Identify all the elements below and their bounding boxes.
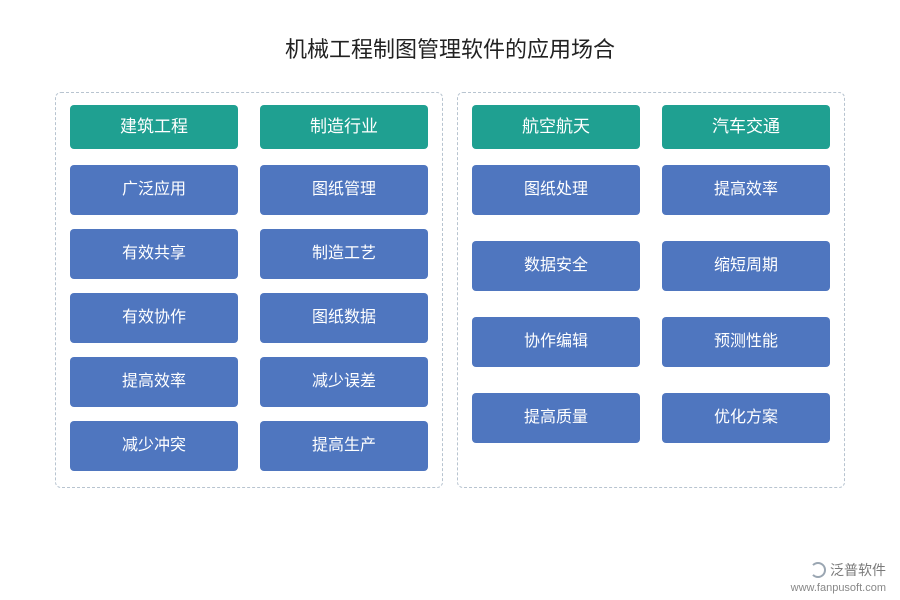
logo-icon [810,562,826,578]
list-item: 制造工艺 [260,229,428,279]
list-item: 优化方案 [662,393,830,443]
column-header: 建筑工程 [70,105,238,149]
items-list: 提高效率缩短周期预测性能优化方案 [662,165,830,471]
list-item: 有效协作 [70,293,238,343]
watermark-brand-text: 泛普软件 [830,560,886,580]
list-item: 减少误差 [260,357,428,407]
items-list: 广泛应用有效共享有效协作提高效率减少冲突 [70,165,238,471]
column-0-1: 制造行业图纸管理制造工艺图纸数据减少误差提高生产 [260,105,428,471]
panel-1: 航空航天图纸处理数据安全协作编辑提高质量汽车交通提高效率缩短周期预测性能优化方案 [457,92,845,488]
column-header: 航空航天 [472,105,640,149]
page-title: 机械工程制图管理软件的应用场合 [0,0,900,92]
list-item: 图纸数据 [260,293,428,343]
panels-container: 建筑工程广泛应用有效共享有效协作提高效率减少冲突制造行业图纸管理制造工艺图纸数据… [0,92,900,488]
watermark-brand: 泛普软件 [810,560,886,580]
list-item: 提高效率 [70,357,238,407]
column-header: 汽车交通 [662,105,830,149]
list-item: 缩短周期 [662,241,830,291]
list-item: 减少冲突 [70,421,238,471]
list-item: 有效共享 [70,229,238,279]
list-item: 预测性能 [662,317,830,367]
list-item: 提高生产 [260,421,428,471]
list-item: 图纸处理 [472,165,640,215]
list-item: 提高效率 [662,165,830,215]
panel-0: 建筑工程广泛应用有效共享有效协作提高效率减少冲突制造行业图纸管理制造工艺图纸数据… [55,92,443,488]
watermark-url: www.fanpusoft.com [791,582,886,594]
list-item: 图纸管理 [260,165,428,215]
list-item: 广泛应用 [70,165,238,215]
list-item: 协作编辑 [472,317,640,367]
list-item: 提高质量 [472,393,640,443]
items-list: 图纸处理数据安全协作编辑提高质量 [472,165,640,471]
column-1-0: 航空航天图纸处理数据安全协作编辑提高质量 [472,105,640,471]
column-0-0: 建筑工程广泛应用有效共享有效协作提高效率减少冲突 [70,105,238,471]
items-list: 图纸管理制造工艺图纸数据减少误差提高生产 [260,165,428,471]
column-header: 制造行业 [260,105,428,149]
list-item: 数据安全 [472,241,640,291]
column-1-1: 汽车交通提高效率缩短周期预测性能优化方案 [662,105,830,471]
